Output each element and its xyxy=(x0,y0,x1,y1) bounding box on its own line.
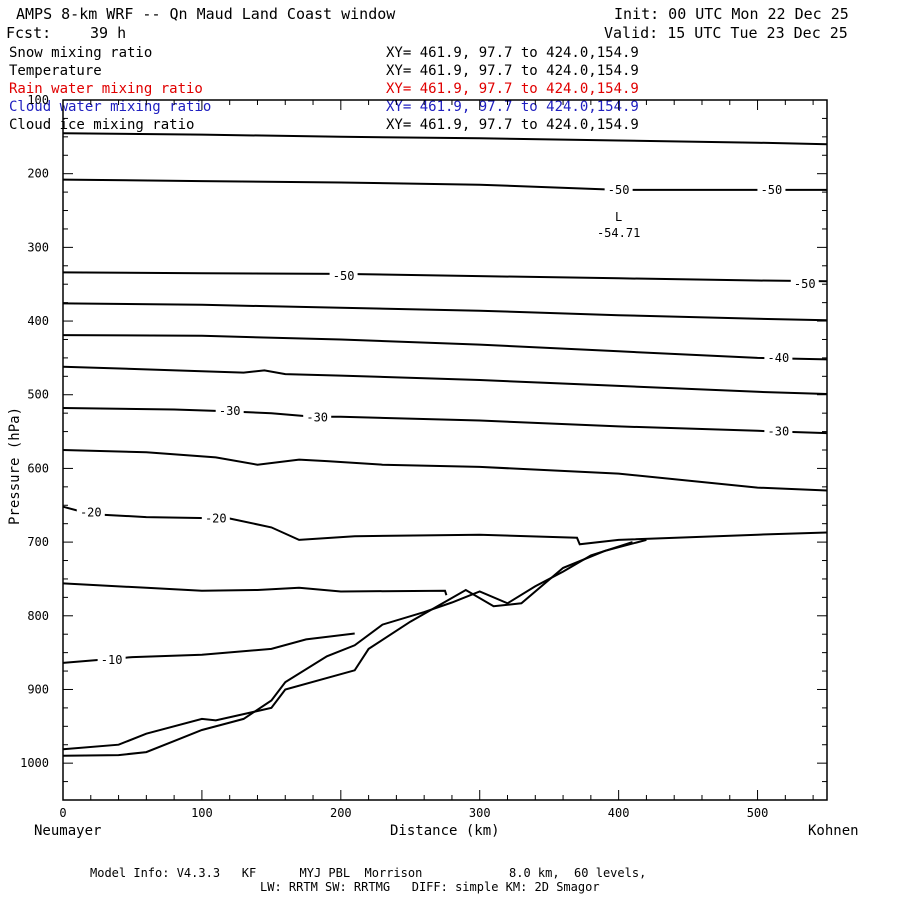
init-time: Init: 00 UTC Mon 22 Dec 25 xyxy=(614,5,849,23)
contour-label-bg xyxy=(303,410,332,425)
contour-label: -20 xyxy=(205,512,227,526)
contour-label: -20 xyxy=(80,506,102,520)
physics-info: LW: RRTM SW: RRTMG DIFF: simple KM: 2D S… xyxy=(260,880,600,894)
contour-label: -30 xyxy=(219,404,241,418)
y-tick-label: 400 xyxy=(27,314,49,328)
contour-label: -50 xyxy=(333,269,355,283)
contour-label-bg xyxy=(76,505,105,520)
y-tick-label: 200 xyxy=(27,167,49,181)
forecast-hour: 39 h xyxy=(90,24,127,42)
model-info: Model Info: V4.3.3 KF MYJ PBL Morrison 8… xyxy=(90,866,647,880)
temperature-contour xyxy=(62,334,828,361)
x-tick-label: 500 xyxy=(747,806,769,820)
x-axis-label: Distance (km) xyxy=(390,823,500,839)
x-tick-label: 200 xyxy=(330,806,352,820)
x-tick-label: 0 xyxy=(59,806,66,820)
x-tick-label: 400 xyxy=(608,806,630,820)
field-xy-temperature: XY= 461.9, 97.7 to 424.0,154.9 xyxy=(386,63,639,79)
field-name-snow: Snow mixing ratio xyxy=(9,45,153,61)
left-endpoint-label: Neumayer xyxy=(34,823,102,839)
contour-label-bg xyxy=(757,182,786,197)
contour-label: -30 xyxy=(306,411,328,425)
y-tick-label: 600 xyxy=(27,461,49,475)
temperature-contour xyxy=(62,365,828,395)
temperature-contour xyxy=(62,505,828,546)
contour-label: -30 xyxy=(768,425,790,439)
temperature-contour xyxy=(62,132,828,146)
contour-label-bg xyxy=(790,277,819,292)
contour-label-bg xyxy=(329,269,358,284)
field-name-temperature: Temperature xyxy=(9,63,102,79)
terrain-line xyxy=(62,538,647,751)
contour-label-bg xyxy=(764,424,793,439)
y-axis-label: Pressure (hPa) xyxy=(7,406,23,525)
y-tick-label: 100 xyxy=(27,93,49,107)
contour-label: -50 xyxy=(794,277,816,291)
temperature-contour xyxy=(62,407,828,435)
field-xy-cloud-ice: XY= 461.9, 97.7 to 424.0,154.9 xyxy=(386,117,639,133)
field-xy-rain: XY= 461.9, 97.7 to 424.0,154.9 xyxy=(386,81,639,97)
field-xy-cloud-water: XY= 461.9, 97.7 to 424.0,154.9 xyxy=(386,99,639,115)
x-tick-label: 300 xyxy=(469,806,491,820)
y-tick-label: 700 xyxy=(27,535,49,549)
field-name-cloud-ice: Cloud ice mixing ratio xyxy=(9,117,195,133)
y-tick-label: 1000 xyxy=(20,756,49,770)
temperature-contour xyxy=(62,302,828,322)
contour-label-bg xyxy=(97,653,126,667)
temperature-contour xyxy=(62,178,827,191)
y-tick-label: 900 xyxy=(27,682,49,696)
temperature-contour xyxy=(62,449,828,492)
temperature-contour xyxy=(62,582,448,596)
field-xy-snow: XY= 461.9, 97.7 to 424.0,154.9 xyxy=(386,45,639,61)
contour-label-bg xyxy=(201,511,230,526)
x-tick-label: 100 xyxy=(191,806,213,820)
valid-time: Valid: 15 UTC Tue 23 Dec 25 xyxy=(604,24,848,42)
low-marker: L xyxy=(615,210,622,224)
contour-label: -10 xyxy=(101,653,123,667)
plot-frame xyxy=(62,99,828,801)
field-name-rain: Rain water mixing ratio xyxy=(9,81,203,97)
y-tick-label: 800 xyxy=(27,609,49,623)
y-tick-label: 300 xyxy=(27,240,49,254)
terrain-line xyxy=(62,541,633,757)
contour-label: -50 xyxy=(761,183,783,197)
temperature-contour xyxy=(62,271,828,283)
y-tick-label: 500 xyxy=(27,388,49,402)
contour-label: -50 xyxy=(608,183,630,197)
contour-label-bg xyxy=(215,403,244,418)
forecast-label: Fcst: xyxy=(6,24,52,42)
contour-label-bg xyxy=(764,350,793,365)
chart-title: AMPS 8-km WRF -- Qn Maud Land Coast wind… xyxy=(16,5,396,23)
low-value: -54.71 xyxy=(597,226,640,240)
contour-label-bg xyxy=(604,182,633,197)
contour-label: -40 xyxy=(768,351,790,365)
right-endpoint-label: Kohnen xyxy=(808,823,859,839)
